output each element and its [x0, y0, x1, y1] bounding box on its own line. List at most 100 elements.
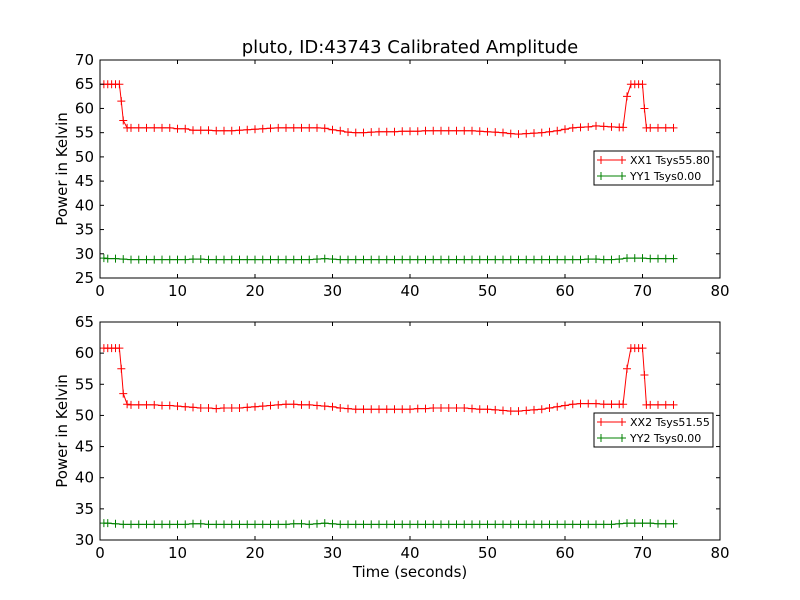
data-point — [623, 254, 631, 263]
data-point — [475, 127, 484, 136]
data-point — [398, 405, 407, 414]
data-point — [282, 255, 290, 264]
data-point — [235, 520, 244, 529]
data-point — [204, 255, 213, 264]
data-point — [274, 400, 283, 409]
data-point — [406, 127, 414, 136]
data-point — [282, 123, 290, 132]
x-tick-label: 80 — [710, 544, 729, 562]
data-point — [576, 123, 585, 132]
data-point — [640, 104, 649, 113]
data-point — [460, 520, 469, 529]
data-point — [103, 519, 112, 528]
series-2-1 — [99, 344, 678, 416]
x-tick-label: 0 — [95, 282, 105, 300]
data-point — [181, 520, 190, 529]
data-point — [258, 255, 267, 264]
data-point — [584, 122, 593, 131]
data-point — [127, 520, 135, 529]
data-point — [599, 122, 608, 131]
data-point — [336, 520, 345, 529]
data-point — [344, 255, 352, 264]
data-point — [592, 121, 600, 130]
data-point — [561, 125, 569, 134]
data-point — [522, 520, 531, 529]
bottom-panel: 0 10 20 30 40 50 60 70 80 30 35 40 45 50 55 60 65 Power i… — [53, 313, 730, 581]
data-point — [375, 127, 383, 136]
x-axis-label: Time (seconds) — [352, 563, 468, 581]
y-tick-label: 55 — [75, 375, 94, 393]
data-point — [297, 123, 306, 132]
data-point — [638, 344, 647, 353]
legend-label: YY1 Tsys0.00 — [629, 170, 701, 183]
y-tick-label: 50 — [75, 148, 94, 166]
data-point — [212, 126, 221, 135]
data-point — [351, 128, 360, 137]
data-point — [204, 520, 213, 529]
y-tick-label: 65 — [75, 313, 94, 331]
x-tick-label: 20 — [245, 282, 264, 300]
data-point — [142, 123, 151, 132]
data-point — [584, 520, 593, 529]
data-point — [220, 255, 228, 264]
legend-box — [593, 150, 714, 186]
data-point — [630, 519, 639, 528]
data-point — [274, 520, 283, 529]
data-point — [297, 400, 306, 409]
data-point — [119, 116, 128, 125]
data-point — [623, 92, 631, 101]
data-point — [592, 255, 600, 264]
data-point — [150, 123, 159, 132]
data-point — [646, 400, 655, 409]
data-point — [483, 127, 492, 136]
y-tick-label: 65 — [75, 75, 94, 93]
data-point — [584, 399, 593, 408]
data-point — [398, 127, 407, 136]
data-point — [599, 400, 608, 409]
y-tick-label: 40 — [75, 196, 94, 214]
data-point — [437, 403, 445, 412]
data-point — [289, 255, 298, 264]
data-point — [615, 519, 624, 528]
data-point — [390, 255, 399, 264]
data-point — [181, 255, 190, 264]
data-point — [274, 123, 283, 132]
data-point — [313, 519, 321, 528]
data-point — [491, 128, 500, 137]
data-point — [150, 520, 159, 529]
data-point — [452, 126, 461, 135]
data-point — [607, 122, 616, 131]
data-point — [165, 520, 174, 529]
data-point — [499, 406, 507, 415]
data-point — [421, 126, 430, 135]
data-point — [127, 123, 135, 132]
data-point — [117, 97, 126, 106]
data-point — [568, 400, 577, 409]
data-point — [220, 126, 228, 135]
data-point — [584, 255, 593, 264]
x-tick-label: 30 — [323, 544, 342, 562]
data-point — [204, 403, 213, 412]
data-point — [646, 519, 655, 528]
data-point — [212, 404, 221, 413]
data-point — [235, 255, 244, 264]
data-point — [406, 405, 414, 414]
data-point — [638, 254, 647, 263]
data-point — [506, 407, 515, 416]
data-point — [421, 520, 430, 529]
data-point — [320, 254, 329, 263]
data-point — [266, 401, 275, 410]
data-point — [274, 255, 283, 264]
data-point — [344, 128, 352, 137]
data-point — [553, 402, 562, 411]
data-point — [313, 255, 321, 264]
data-point — [499, 128, 507, 137]
data-point — [522, 255, 531, 264]
data-point — [251, 520, 259, 529]
data-point — [468, 520, 476, 529]
legend-marker — [597, 172, 605, 180]
data-point — [444, 255, 453, 264]
data-point — [375, 255, 383, 264]
legend-marker — [618, 172, 626, 180]
data-point — [297, 519, 306, 528]
